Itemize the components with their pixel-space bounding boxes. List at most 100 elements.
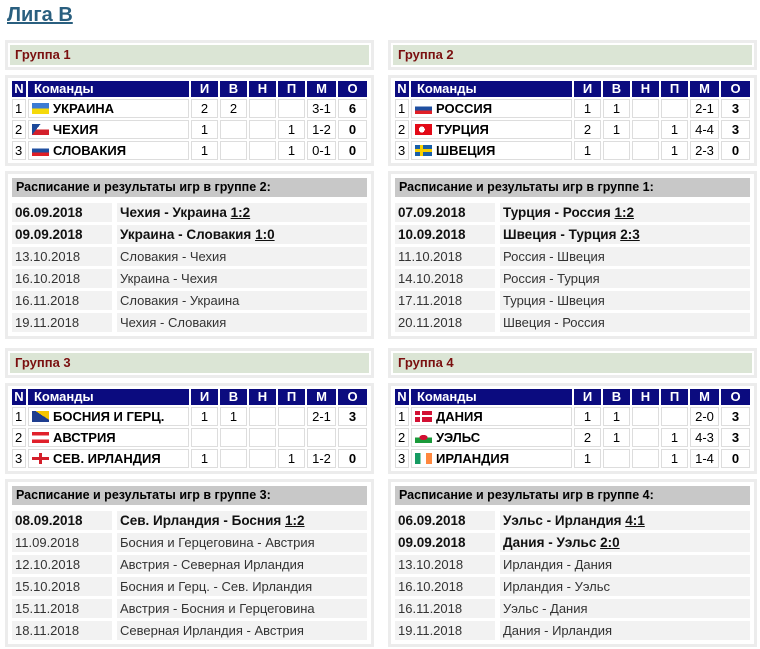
- schedule-title: Расписание и результаты игр в группе 3:: [12, 486, 367, 505]
- match-teams-cell: Чехия - Словакия: [117, 313, 367, 332]
- stat-m: 2-0: [690, 407, 719, 426]
- team-cell[interactable]: БОСНИЯ И ГЕРЦ.: [28, 407, 189, 426]
- match-teams-cell: Дания - Уэльс 2:0: [500, 533, 750, 552]
- col-i: И: [574, 81, 601, 97]
- stat-v: 1: [603, 120, 630, 139]
- team-name: ШВЕЦИЯ: [436, 143, 496, 158]
- match-teams-cell: Австрия - Босния и Герцеговина: [117, 599, 367, 618]
- stat-o: 3: [721, 120, 750, 139]
- flag-wl-icon: [415, 432, 432, 443]
- stat-m: [307, 428, 336, 447]
- col-i: И: [574, 389, 601, 405]
- match-row: 15.10.2018 Босния и Герц. - Сев. Ирландия: [12, 577, 367, 596]
- table-row[interactable]: 1 БОСНИЯ И ГЕРЦ. 1 1 2-1 3: [12, 407, 367, 426]
- team-name: СЛОВАКИЯ: [53, 143, 127, 158]
- table-row[interactable]: 3 СЕВ. ИРЛАНДИЯ 1 1 1-2 0: [12, 449, 367, 468]
- col-n: N: [395, 81, 409, 97]
- table-row[interactable]: 2 ТУРЦИЯ 2 1 1 4-4 3: [395, 120, 750, 139]
- table-row[interactable]: 1 РОССИЯ 1 1 2-1 3: [395, 99, 750, 118]
- match-result-link[interactable]: 1:0: [255, 227, 275, 242]
- match-teams: Уэльс - Дания: [503, 601, 588, 616]
- team-name: УКРАИНА: [53, 101, 115, 116]
- stat-v: 1: [220, 407, 247, 426]
- group-title: Группа 1: [10, 45, 369, 65]
- match-row: 08.09.2018 Сев. Ирландия - Босния 1:2: [12, 511, 367, 530]
- match-row: 20.11.2018 Швеция - Россия: [395, 313, 750, 332]
- match-date: 06.09.2018: [12, 203, 112, 222]
- match-date: 16.11.2018: [395, 599, 495, 618]
- match-teams: Ирландия - Уэльс: [503, 579, 611, 594]
- stat-v: 1: [603, 428, 630, 447]
- match-result-link[interactable]: 1:2: [285, 513, 305, 528]
- match-date: 10.09.2018: [395, 225, 495, 244]
- team-cell[interactable]: ТУРЦИЯ: [411, 120, 572, 139]
- col-o: О: [338, 389, 367, 405]
- table-row[interactable]: 1 ДАНИЯ 1 1 2-0 3: [395, 407, 750, 426]
- schedule-box: Расписание и результаты игр в группе 4: 0…: [388, 479, 757, 647]
- match-row: 11.10.2018 Россия - Швеция: [395, 247, 750, 266]
- table-row[interactable]: 1 УКРАИНА 2 2 3-1 6: [12, 99, 367, 118]
- stat-i: 1: [574, 407, 601, 426]
- match-result-link[interactable]: 1:2: [614, 205, 634, 220]
- team-cell[interactable]: АВСТРИЯ: [28, 428, 189, 447]
- page-title[interactable]: Лига B: [7, 4, 73, 26]
- table-row[interactable]: 3 ШВЕЦИЯ 1 1 2-3 0: [395, 141, 750, 160]
- table-row[interactable]: 2 АВСТРИЯ: [12, 428, 367, 447]
- team-cell[interactable]: РОССИЯ: [411, 99, 572, 118]
- match-result-link[interactable]: 4:1: [625, 513, 645, 528]
- match-result-link[interactable]: 2:3: [620, 227, 640, 242]
- stat-o: 3: [721, 428, 750, 447]
- stat-n: [632, 449, 659, 468]
- team-cell[interactable]: ДАНИЯ: [411, 407, 572, 426]
- team-cell[interactable]: ИРЛАНДИЯ: [411, 449, 572, 468]
- position: 1: [395, 99, 409, 118]
- group-title: Группа 4: [393, 353, 752, 373]
- stat-o: 3: [338, 407, 367, 426]
- match-row: 07.09.2018 Турция - Россия 1:2: [395, 203, 750, 222]
- col-m: М: [690, 389, 719, 405]
- match-result-link[interactable]: 1:2: [230, 205, 251, 220]
- match-row: 09.09.2018 Украина - Словакия 1:0: [12, 225, 367, 244]
- col-m: М: [307, 81, 336, 97]
- team-cell[interactable]: СЕВ. ИРЛАНДИЯ: [28, 449, 189, 468]
- match-teams: Россия - Турция: [503, 271, 600, 286]
- match-result-link[interactable]: 2:0: [600, 535, 620, 550]
- stat-p: [661, 407, 688, 426]
- match-teams: Швеция - Россия: [503, 315, 605, 330]
- position: 2: [395, 120, 409, 139]
- match-date: 06.09.2018: [395, 511, 495, 530]
- col-v: В: [603, 81, 630, 97]
- position: 3: [395, 449, 409, 468]
- match-row: 13.10.2018 Словакия - Чехия: [12, 247, 367, 266]
- team-cell[interactable]: ШВЕЦИЯ: [411, 141, 572, 160]
- match-date: 13.10.2018: [12, 247, 112, 266]
- table-row[interactable]: 2 ЧЕХИЯ 1 1 1-2 0: [12, 120, 367, 139]
- flag-ie-icon: [415, 453, 432, 464]
- team-cell[interactable]: УКРАИНА: [28, 99, 189, 118]
- col-p: П: [278, 81, 305, 97]
- team-cell[interactable]: УЭЛЬС: [411, 428, 572, 447]
- match-teams-cell: Северная Ирландия - Австрия: [117, 621, 367, 640]
- match-date: 17.11.2018: [395, 291, 495, 310]
- stat-i: 2: [574, 120, 601, 139]
- team-cell[interactable]: СЛОВАКИЯ: [28, 141, 189, 160]
- position: 3: [12, 141, 26, 160]
- stat-v: [603, 449, 630, 468]
- table-row[interactable]: 2 УЭЛЬС 2 1 1 4-3 3: [395, 428, 750, 447]
- position: 2: [395, 428, 409, 447]
- group-header: Группа 2: [388, 40, 757, 70]
- table-row[interactable]: 3 ИРЛАНДИЯ 1 1 1-4 0: [395, 449, 750, 468]
- team-cell[interactable]: ЧЕХИЯ: [28, 120, 189, 139]
- stat-o: 6: [338, 99, 367, 118]
- col-team: Команды: [28, 389, 189, 405]
- table-row[interactable]: 3 СЛОВАКИЯ 1 1 0-1 0: [12, 141, 367, 160]
- stat-n: [249, 141, 276, 160]
- stat-p: 1: [278, 120, 305, 139]
- col-o: О: [721, 389, 750, 405]
